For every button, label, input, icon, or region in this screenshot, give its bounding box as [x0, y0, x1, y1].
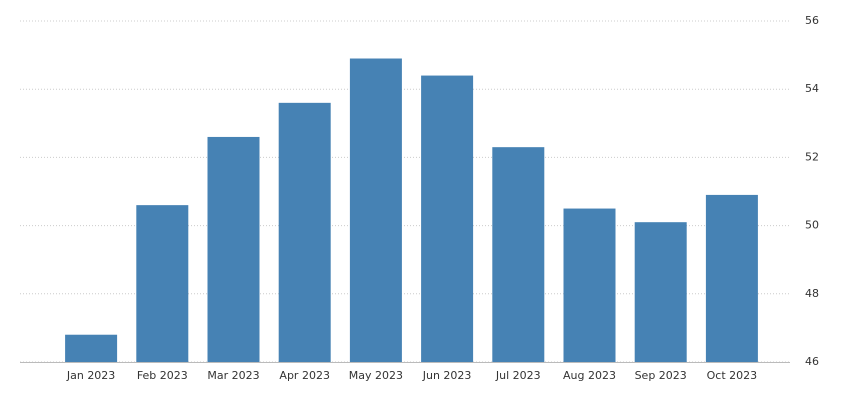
y-tick-label: 52 [805, 150, 819, 163]
x-tick-label: Jan 2023 [66, 369, 115, 382]
bar [278, 102, 331, 362]
bar [492, 147, 545, 362]
y-tick-label: 54 [805, 82, 819, 95]
bar [136, 205, 189, 362]
bar [207, 136, 260, 362]
x-tick-label: Mar 2023 [207, 369, 259, 382]
bar [634, 222, 687, 362]
y-tick-label: 46 [805, 355, 819, 368]
x-tick-label: Apr 2023 [279, 369, 330, 382]
bar [65, 334, 118, 362]
x-tick-label: Jun 2023 [422, 369, 472, 382]
bar [421, 75, 474, 362]
bar [705, 194, 758, 362]
y-tick-label: 56 [805, 14, 819, 27]
y-tick-label: 50 [805, 219, 819, 232]
bar [563, 208, 616, 362]
x-tick-label: Feb 2023 [137, 369, 188, 382]
bar [349, 58, 402, 362]
x-tick-label: Oct 2023 [707, 369, 758, 382]
y-tick-label: 48 [805, 287, 819, 300]
x-tick-label: Jul 2023 [495, 369, 541, 382]
x-tick-label: May 2023 [349, 369, 403, 382]
x-tick-label: Sep 2023 [635, 369, 687, 382]
x-tick-label: Aug 2023 [563, 369, 616, 382]
